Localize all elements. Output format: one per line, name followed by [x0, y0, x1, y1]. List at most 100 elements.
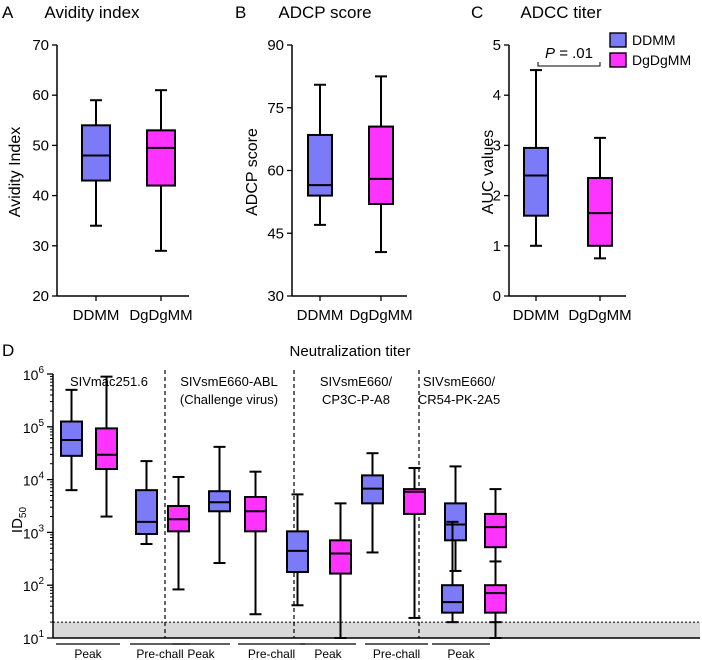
panel-a-ytick-label: 30	[32, 238, 49, 255]
title-c: ADCC titer	[520, 3, 602, 22]
section-label-2: SIVsmE660-ABL	[180, 374, 278, 389]
panel-c-xtick-label: DgDgMM	[568, 307, 631, 324]
panel-b-ytick-label: 45	[267, 225, 284, 242]
panel-label-a: A	[2, 3, 14, 22]
panel-d-box-s2-peak-ddmm-box	[208, 490, 231, 513]
section-label-1: SIVmac251.6	[70, 374, 148, 389]
ylabel-b: ADCP score	[244, 128, 261, 216]
panel-label-b: B	[235, 3, 246, 22]
panel-d-box-s2-pre-chall-dgdgmm-box	[329, 539, 352, 575]
group-label-peak: Peak	[74, 647, 102, 660]
legend-label-ddmm: DDMM	[632, 32, 676, 48]
panel-a-xtick-label: DDMM	[73, 307, 120, 324]
ytick-base: 10	[23, 473, 39, 489]
panel-d-box-s4-peak-dgdgmm-box	[484, 584, 507, 614]
panel-b-ytick-label: 30	[267, 288, 284, 305]
panel-d-box-s1-peak-ddmm	[60, 388, 83, 492]
section-label-4: SIVsmE660/	[423, 374, 496, 389]
panel-b-xtick-label: DDMM	[297, 307, 344, 324]
panel-d-box-s2-peak-ddmm	[208, 445, 231, 565]
panel-a-plot: 20 30 40 50 60 70 DDMM DgDgMM	[32, 37, 192, 324]
panel-c-ytick-label: 5	[493, 37, 501, 54]
ylabel-d-sub: 50	[18, 507, 29, 519]
group-label-peak: Peak	[314, 647, 342, 660]
ytick-exponent: 2	[38, 576, 44, 587]
panel-d-ytick-label: 103	[23, 523, 45, 541]
ylabel-a: Avidity Index	[7, 127, 24, 217]
group-label-pre-chall: Pre-chall	[373, 647, 420, 660]
ytick-exponent: 4	[38, 471, 44, 482]
legend-swatch-ddmm	[609, 32, 627, 48]
title-d: Neutralization titer	[290, 343, 411, 360]
group-label-peak: Peak	[187, 647, 215, 660]
panel-b-box-ddmm-box	[307, 133, 333, 197]
group-label-pre-chall: Pre-chall	[248, 647, 295, 660]
panel-c-xtick-label: DDMM	[513, 307, 560, 324]
panel-c-ytick-label: 3	[493, 137, 501, 154]
limit-of-detection-band	[53, 622, 700, 638]
ytick-exponent: 3	[38, 523, 44, 534]
panel-d-ytick-label: 104	[23, 471, 45, 489]
panel-d-box-s3-pre-chall-dgdgmm-box	[484, 512, 507, 549]
panel-d-box-s3-peak-dgdgmm	[403, 466, 426, 619]
legend: DDMM DgDgMM	[609, 32, 691, 68]
panel-d-box-s1-peak-dgdgmm	[95, 375, 118, 518]
section-label-4: CR54-PK-2A5	[418, 392, 500, 407]
panel-d-ytick-label: 106	[23, 365, 45, 383]
ytick-base: 10	[23, 525, 39, 541]
panel-a-box-ddmm-box	[81, 124, 111, 182]
panel-b-ytick-label: 60	[267, 163, 284, 180]
panel-d-box-s1-pre-chall-ddmm	[135, 460, 158, 546]
panel-b-box-dgdgmm-box	[368, 125, 394, 205]
panel-d-box-s3-peak-ddmm	[361, 452, 384, 554]
panel-d-box-s2-peak-dgdgmm-box	[244, 496, 267, 533]
panel-d-ytick-label: 101	[23, 629, 45, 647]
ytick-base: 10	[23, 367, 39, 383]
panel-label-d: D	[2, 341, 14, 360]
ylabel-d-base: ID	[9, 518, 26, 533]
panel-d-box-s2-pre-chall-dgdgmm	[329, 502, 352, 639]
title-b: ADCP score	[278, 3, 371, 22]
panel-b-xtick-label: DgDgMM	[349, 307, 412, 324]
ytick-base: 10	[23, 420, 39, 436]
panel-d-ytick-label: 102	[23, 576, 45, 594]
panel-d-box-s1-pre-chall-dgdgmm	[167, 475, 190, 591]
ytick-base: 10	[23, 578, 39, 594]
panel-d-box-s2-peak-dgdgmm	[244, 470, 267, 616]
panel-b-ytick-label: 90	[267, 37, 284, 54]
panel-c-ytick-label: 2	[493, 188, 501, 205]
panel-c-plot: 0 1 2 3 4 5 DDMM DgDgMM	[493, 37, 632, 324]
legend-label-dgdgmm: DgDgMM	[632, 52, 691, 68]
ytick-exponent: 1	[38, 629, 44, 640]
panel-d-box-s1-peak-ddmm-box	[60, 420, 83, 457]
panel-c-box-ddmm	[523, 69, 549, 247]
panel-c-ytick-label: 1	[493, 238, 501, 255]
ytick-base: 10	[23, 631, 39, 647]
panel-c-ytick-label: 4	[493, 87, 501, 104]
panel-c-box-ddmm-box	[523, 146, 549, 217]
panel-a-box-dgdgmm-box	[146, 129, 176, 187]
panel-a-ytick-label: 20	[32, 288, 49, 305]
section-label-2: (Challenge virus)	[180, 392, 278, 407]
panel-d-box-s2-pre-chall-ddmm	[286, 493, 309, 607]
ylabel-c: AUC values	[480, 130, 497, 214]
section-label-3: SIVsmE660/	[320, 374, 393, 389]
ytick-exponent: 5	[38, 418, 44, 429]
panel-d-box-s4-peak-ddmm	[441, 520, 464, 624]
panel-a-box-dgdgmm	[146, 89, 176, 252]
panel-a-xtick-label: DgDgMM	[129, 307, 192, 324]
panel-c-box-dgdgmm	[587, 136, 613, 260]
group-label-peak: Peak	[447, 647, 475, 660]
section-label-3: CP3C-P-A8	[322, 392, 390, 407]
group-label-pre-chall: Pre-chall	[136, 647, 183, 660]
panel-c-ytick-label: 0	[493, 288, 501, 305]
svg-text:P = .01: P = .01	[545, 45, 593, 62]
panel-label-c: C	[471, 3, 483, 22]
panel-b-box-dgdgmm	[368, 75, 394, 254]
panel-b-plot: 30 45 60 75 90 DDMM DgDgMM	[267, 37, 412, 324]
ylabel-d: ID50	[9, 507, 29, 534]
ytick-exponent: 6	[38, 365, 44, 376]
panel-a-ytick-label: 50	[32, 137, 49, 154]
